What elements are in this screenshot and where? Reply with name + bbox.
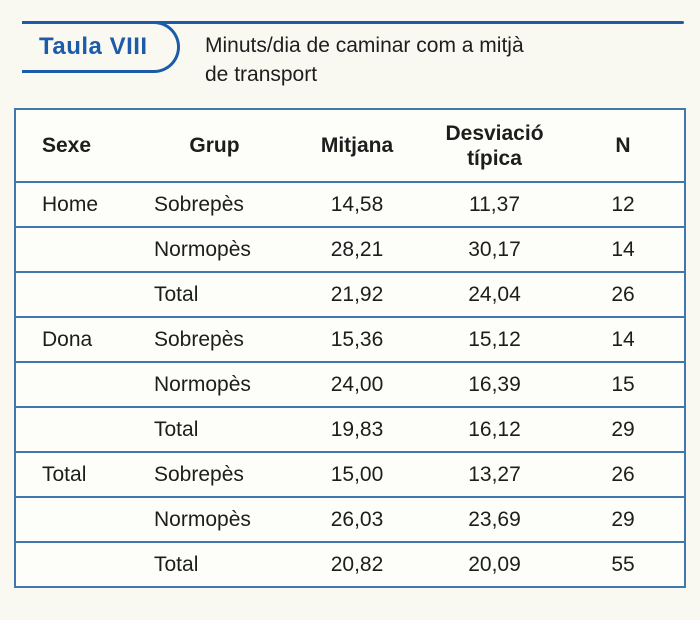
cell-grup: Normopès bbox=[154, 507, 251, 531]
cell-n: 29 bbox=[611, 507, 635, 531]
cell-desviacio: 23,69 bbox=[468, 507, 521, 531]
cell-mitjana: 15,00 bbox=[330, 462, 384, 486]
table-row: Normopès 26,03 23,69 29 bbox=[16, 496, 684, 541]
cell-n: 55 bbox=[611, 552, 635, 576]
cell-mitjana: 19,83 bbox=[330, 417, 384, 441]
cell-n: 14 bbox=[611, 327, 635, 351]
cell-mitjana: 21,92 bbox=[330, 282, 384, 306]
cell-desviacio: 16,12 bbox=[468, 417, 521, 441]
table-row: Home Sobrepès 14,58 11,37 12 bbox=[16, 181, 684, 226]
cell-desviacio: 20,09 bbox=[468, 552, 521, 576]
cell-grup: Sobrepès bbox=[154, 192, 244, 216]
cell-grup: Total bbox=[154, 417, 199, 441]
cell-sexe: Dona bbox=[42, 327, 93, 351]
cell-desviacio: 30,17 bbox=[468, 237, 521, 261]
table-row: Dona Sobrepès 15,36 15,12 14 bbox=[16, 316, 684, 361]
data-table: Sexe Grup Mitjana Desviació típica N Hom… bbox=[14, 108, 686, 588]
cell-grup: Normopès bbox=[154, 237, 251, 261]
cell-grup: Total bbox=[154, 552, 199, 576]
cell-mitjana: 26,03 bbox=[330, 507, 384, 531]
cell-grup: Sobrepès bbox=[154, 327, 244, 351]
taula-tab-label: Taula VIII bbox=[39, 33, 148, 60]
table-row: Normopès 28,21 30,17 14 bbox=[16, 226, 684, 271]
cell-n: 29 bbox=[611, 417, 635, 441]
header-rule bbox=[22, 21, 684, 24]
cell-mitjana: 28,21 bbox=[330, 237, 384, 261]
cell-n: 15 bbox=[611, 372, 635, 396]
cell-n: 26 bbox=[611, 462, 635, 486]
cell-mitjana: 14,58 bbox=[330, 192, 384, 216]
table-row: Total 20,82 20,09 55 bbox=[16, 541, 684, 586]
col-header-mitjana: Mitjana bbox=[320, 133, 394, 157]
cell-sexe: Total bbox=[42, 462, 87, 486]
table-title: Minuts/dia de caminar com a mitjà de tra… bbox=[205, 34, 524, 86]
cell-desviacio: 15,12 bbox=[468, 327, 521, 351]
cell-desviacio: 13,27 bbox=[468, 462, 521, 486]
table-row: Total Sobrepès 15,00 13,27 26 bbox=[16, 451, 684, 496]
cell-desviacio: 24,04 bbox=[468, 282, 521, 306]
cell-n: 26 bbox=[611, 282, 635, 306]
table-header-row: Sexe Grup Mitjana Desviació típica N bbox=[16, 110, 684, 181]
table-row: Total 21,92 24,04 26 bbox=[16, 271, 684, 316]
cell-desviacio: 11,37 bbox=[469, 192, 520, 216]
col-header-desviacio: Desviació típica bbox=[445, 121, 544, 170]
cell-grup: Sobrepès bbox=[154, 462, 244, 486]
table-row: Normopès 24,00 16,39 15 bbox=[16, 361, 684, 406]
col-header-grup: Grup bbox=[189, 133, 240, 157]
cell-n: 12 bbox=[611, 192, 635, 216]
taula-tab: Taula VIII bbox=[22, 21, 180, 73]
cell-mitjana: 24,00 bbox=[330, 372, 384, 396]
cell-desviacio: 16,39 bbox=[468, 372, 521, 396]
cell-mitjana: 15,36 bbox=[330, 327, 384, 351]
table-row: Total 19,83 16,12 29 bbox=[16, 406, 684, 451]
cell-mitjana: 20,82 bbox=[330, 552, 384, 576]
cell-grup: Normopès bbox=[154, 372, 251, 396]
cell-n: 14 bbox=[611, 237, 635, 261]
col-header-sexe: Sexe bbox=[42, 133, 92, 157]
cell-sexe: Home bbox=[42, 192, 99, 216]
col-header-n: N bbox=[615, 133, 631, 157]
cell-grup: Total bbox=[154, 282, 199, 306]
